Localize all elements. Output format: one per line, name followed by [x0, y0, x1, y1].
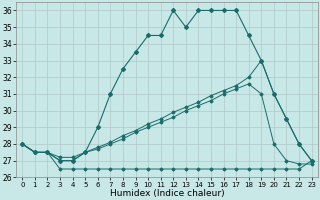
X-axis label: Humidex (Indice chaleur): Humidex (Indice chaleur)	[110, 189, 224, 198]
